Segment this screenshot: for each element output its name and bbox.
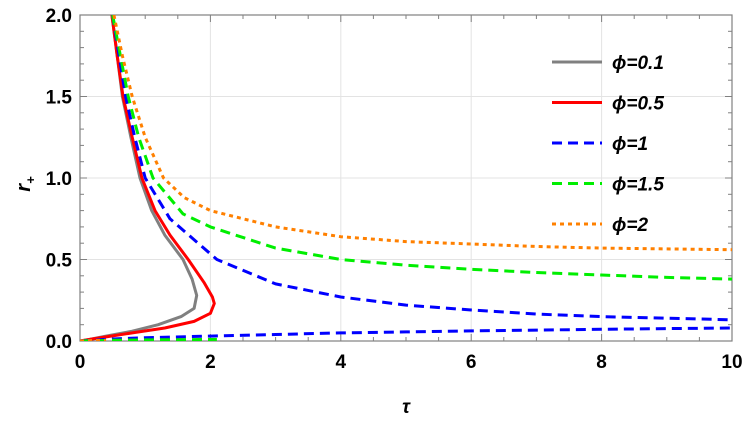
series-line — [80, 326, 732, 341]
legend: ϕ=0.1 ϕ=0.5 ϕ=1 ϕ=1.5 ϕ=2 — [552, 53, 664, 236]
y-tick-label: 1.5 — [46, 88, 73, 109]
legend-label: ϕ=1 — [612, 134, 648, 155]
y-axis-label: r+ — [13, 176, 38, 192]
legend-label: ϕ=0.1 — [612, 53, 664, 74]
legend-label: ϕ=0.5 — [612, 94, 664, 115]
ticks: 0 2 4 6 8 10 0.0 0.5 1.0 1.5 2.0 — [46, 6, 743, 373]
x-tick-label: 0 — [75, 352, 86, 373]
series-line — [80, 15, 216, 341]
legend-label: ϕ=2 — [612, 215, 648, 236]
y-axis-label-sub: + — [23, 176, 38, 184]
legend-label: ϕ=1.5 — [612, 175, 664, 196]
x-tick-label: 4 — [336, 352, 347, 373]
series-line — [80, 337, 217, 341]
x-tick-label: 10 — [721, 352, 742, 373]
series-line — [112, 15, 732, 252]
x-axis-label: τ — [402, 397, 411, 418]
y-axis-label-main: r — [13, 183, 35, 192]
y-tick-label: 2.0 — [46, 6, 72, 27]
y-tick-label: 1.0 — [46, 169, 72, 190]
x-tick-label: 6 — [466, 352, 477, 373]
y-tick-label: 0.5 — [46, 251, 73, 272]
x-tick-label: 2 — [205, 352, 216, 373]
series-layer — [80, 15, 732, 341]
series-line — [111, 15, 732, 281]
y-tick-label: 0.0 — [46, 332, 72, 353]
series-line — [111, 15, 732, 322]
x-tick-label: 8 — [596, 352, 607, 373]
